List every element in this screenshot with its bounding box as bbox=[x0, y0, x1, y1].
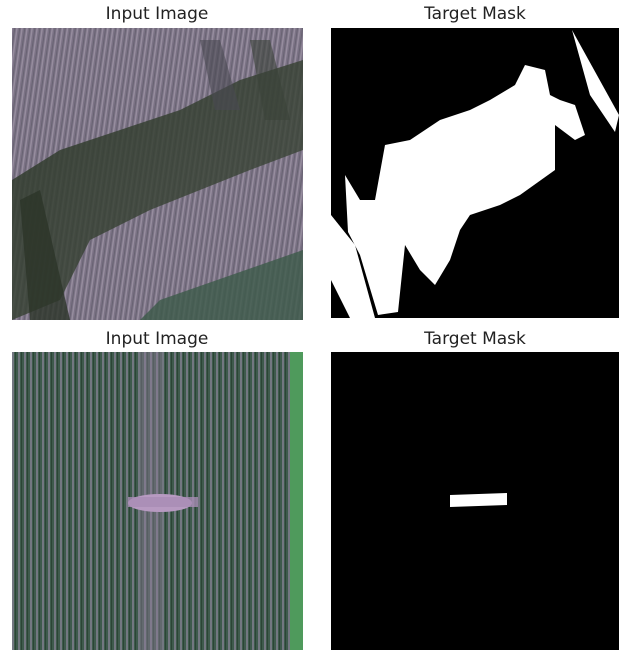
panel-title: Target Mask bbox=[423, 4, 526, 24]
input-image bbox=[12, 352, 303, 650]
panel-title: Target Mask bbox=[423, 329, 526, 349]
panel-title: Input Image bbox=[106, 329, 209, 349]
mask-region bbox=[450, 493, 507, 507]
panel-title: Input Image bbox=[106, 4, 209, 24]
input-image bbox=[12, 28, 303, 320]
figure: Input Image Target Mask Input Image Targ… bbox=[0, 0, 619, 650]
